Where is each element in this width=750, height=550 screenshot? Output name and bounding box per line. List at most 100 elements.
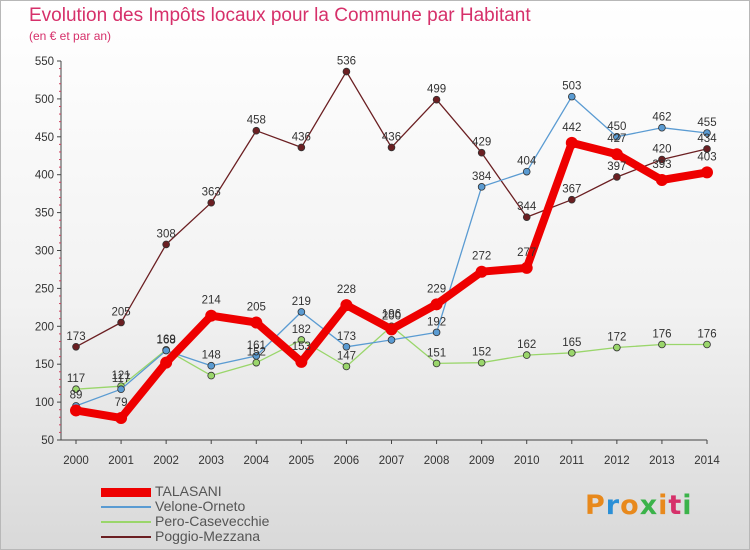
series-line-poggio-mezzana [75,70,708,348]
data-point-poggio-mezzana [252,126,261,135]
data-label-poggio-mezzana: 173 [66,331,85,343]
data-point-velone-orneto [162,346,170,355]
data-point-talasani [475,265,488,278]
data-label-pero-casevecchie: 169 [157,334,176,346]
data-label-talasani: 442 [562,122,581,134]
x-tick-label: 2003 [198,455,224,467]
data-point-velone-orneto [297,308,306,316]
data-label-talasani: 228 [337,284,356,296]
x-tick-label: 2001 [108,455,134,467]
data-point-pero-casevecchie [477,358,486,367]
data-point-talasani [430,298,443,311]
proxiti-logo: Proxiti [585,490,693,521]
y-tick-label: 150 [35,359,54,371]
chart-subtitle: (en € et par an) [29,29,112,43]
data-point-velone-orneto [342,342,351,351]
y-tick-label: 350 [35,208,54,220]
x-tick-label: 2013 [649,455,675,467]
y-tick-label: 500 [35,94,54,106]
data-point-poggio-mezzana [387,143,396,152]
logo-letter: o [620,490,640,521]
data-label-talasani: 393 [652,159,671,171]
data-label-velone-orneto: 455 [697,117,716,129]
data-label-velone-orneto: 384 [472,171,492,183]
x-tick-label: 2012 [604,455,630,467]
data-label-talasani: 205 [247,302,266,314]
data-point-pero-casevecchie [252,358,261,367]
logo-letter: i [682,490,693,521]
data-label-poggio-mezzana: 429 [472,137,491,149]
data-point-pero-casevecchie [432,359,441,368]
data-point-talasani [250,316,263,329]
data-point-pero-casevecchie [703,340,711,349]
data-point-velone-orneto [477,183,486,191]
data-point-pero-casevecchie [567,349,576,357]
legend: TALASANI Velone-Orneto Pero-Casevecchie Pog… [101,484,269,544]
logo-letter: i [658,490,669,521]
data-labels: 173 205 308 363 458 436 536 436 499 429 344 367 397 4… [66,56,717,409]
data-point-poggio-mezzana [72,342,80,351]
legend-label-velone-orneto: Velone-Orneto [155,498,246,514]
data-label-poggio-mezzana: 363 [202,187,221,199]
legend-label-talasani: TALASANI [155,483,222,499]
data-label-pero-casevecchie: 172 [607,332,626,344]
data-label-talasani: 79 [115,397,128,409]
legend-label-pero-casevecchie: Pero-Casevecchie [155,513,270,529]
legend-swatch-talasani [101,487,151,497]
data-point-talasani [205,309,218,322]
x-tick-label: 2002 [153,455,179,467]
series-lines [70,67,713,425]
x-tick-label: 2005 [289,455,315,467]
legend-label-poggio-mezzana: Poggio-Mezzana [155,528,261,544]
data-label-pero-casevecchie: 200 [382,310,401,322]
y-tick-label: 300 [35,246,54,258]
y-tick-label: 450 [35,132,54,144]
data-label-velone-orneto: 148 [202,350,221,362]
data-point-pero-casevecchie [342,362,351,371]
data-label-poggio-mezzana: 308 [157,228,176,240]
data-label-talasani: 89 [70,389,83,401]
y-tick-label: 100 [35,397,54,409]
x-tick-label: 2007 [379,455,405,467]
data-point-talasani [340,299,353,312]
y-tick-label: 200 [35,321,54,333]
data-label-poggio-mezzana: 536 [337,56,356,68]
x-tick-label: 2011 [559,455,584,467]
legend-item-velone-orneto: Velone-Orneto [101,499,269,514]
data-point-velone-orneto [658,123,666,132]
data-label-velone-orneto: 117 [112,373,130,385]
data-point-poggio-mezzana [207,198,216,207]
data-label-pero-casevecchie: 176 [697,328,716,340]
data-label-poggio-mezzana: 499 [427,84,446,96]
data-point-poggio-mezzana [703,145,711,153]
data-label-velone-orneto: 503 [562,81,581,93]
data-label-velone-orneto: 450 [607,121,626,133]
data-point-velone-orneto [703,129,711,137]
data-point-velone-orneto [432,328,441,337]
data-label-talasani: 214 [202,295,222,307]
legend-item-pero-casevecchie: Pero-Casevecchie [101,514,269,529]
data-label-poggio-mezzana: 420 [652,144,671,156]
data-point-talasani [701,166,713,179]
data-label-velone-orneto: 219 [292,296,311,308]
x-tick-label: 2006 [334,455,360,467]
data-label-velone-orneto: 404 [517,156,537,168]
data-point-poggio-mezzana [567,195,576,204]
data-label-pero-casevecchie: 151 [427,347,446,359]
logo-letter: x [639,490,659,521]
data-label-pero-casevecchie: 147 [337,350,356,362]
data-label-poggio-mezzana: 434 [697,133,717,145]
data-point-pero-casevecchie [522,351,531,359]
data-point-talasani [115,412,128,425]
data-label-talasani: 277 [517,247,536,259]
x-tick-label: 2010 [514,455,540,467]
x-tick-label: 2009 [469,455,495,467]
chart-title: Evolution des Impôts locaux pour la Comm… [29,5,531,26]
data-point-talasani [70,404,82,417]
data-point-talasani [385,323,398,336]
data-label-talasani: 272 [472,251,491,263]
data-label-pero-casevecchie: 182 [292,324,311,336]
legend-swatch-poggio-mezzana [101,536,151,539]
data-point-poggio-mezzana [117,318,125,327]
data-label-pero-casevecchie: 176 [652,328,671,340]
